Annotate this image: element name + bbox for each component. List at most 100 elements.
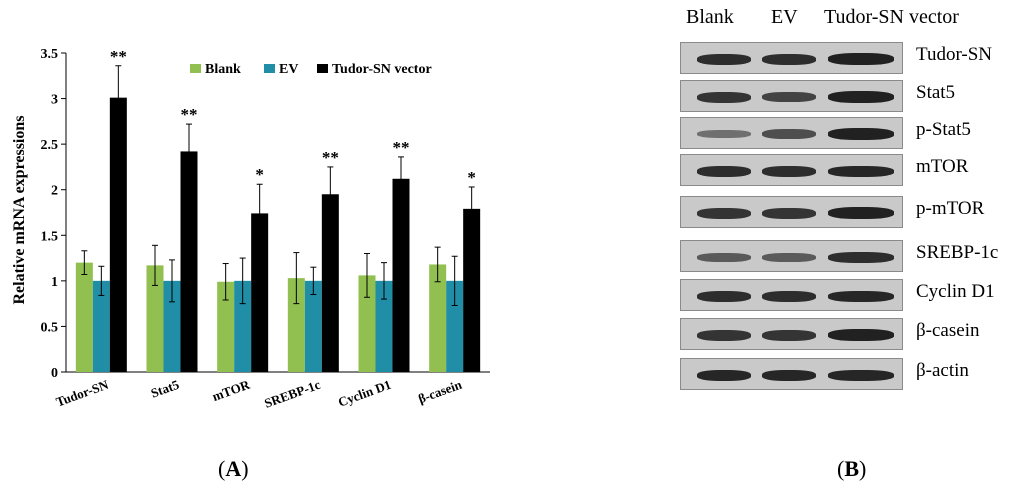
y-tick-label: 1: [51, 275, 58, 290]
bar: [146, 265, 164, 372]
y-tick-label: 0.5: [41, 320, 59, 335]
bar: [109, 97, 127, 372]
x-tick-label: Stat5: [149, 377, 182, 401]
x-tick-label: Cyclin D1: [336, 377, 393, 410]
western-blot: Blank EV Tudor-SN vector Tudor-SN Stat5 p-…: [660, 0, 1024, 430]
lane-header-blank: Blank: [686, 6, 734, 28]
legend-swatch: [190, 64, 201, 73]
blot-band: [697, 53, 751, 65]
blot-row: mTOR: [680, 154, 1024, 186]
significance-marker: *: [255, 165, 264, 184]
blot-strip: [680, 80, 903, 112]
y-tick-label: 2: [51, 184, 58, 199]
bar: [163, 280, 181, 372]
protein-label: mTOR: [916, 156, 969, 177]
y-tick-label: 3: [51, 93, 58, 108]
blot-band: [697, 252, 751, 262]
bar: [375, 280, 393, 372]
blot-row: p-Stat5: [680, 117, 1024, 149]
blot-band: [762, 329, 816, 341]
bar: [358, 275, 376, 372]
protein-label: β-casein: [916, 320, 980, 341]
blot-band: [697, 329, 751, 341]
protein-label: Tudor-SN: [916, 44, 992, 65]
bar: [217, 281, 235, 372]
bar: [304, 280, 322, 372]
y-axis-label: Relative mRNA expressions: [11, 115, 28, 304]
bar: [234, 280, 252, 372]
blot-row: SREBP-1c: [680, 240, 1024, 272]
blot-band: [697, 290, 751, 302]
bar: [392, 178, 410, 372]
significance-marker: **: [110, 47, 127, 66]
legend-swatch: [264, 64, 275, 73]
protein-label: p-Stat5: [916, 119, 971, 140]
bar: [321, 194, 339, 372]
bar: [92, 280, 110, 372]
y-tick-label: 0: [51, 366, 58, 381]
blot-band: [762, 53, 816, 65]
bar: [287, 278, 305, 372]
blot-band: [762, 129, 816, 139]
y-tick-label: 2.5: [41, 138, 59, 153]
bar-chart: 0 0.5 1 1.5 2 2.5 3 3.5 Tudor-SN ** Stat5 ** mTOR * SR…: [11, 47, 490, 411]
panel-label-b: (B): [837, 456, 867, 481]
blot-band: [697, 130, 751, 138]
bar: [75, 262, 93, 372]
blot-band: [697, 165, 751, 177]
blot-band: [697, 207, 751, 219]
blot-strip: [680, 117, 903, 149]
blot-band: [828, 53, 894, 65]
blot-strip: [680, 42, 903, 74]
blot-band: [697, 91, 751, 103]
blot-strip: [680, 154, 903, 186]
blot-band: [697, 369, 751, 381]
x-tick-label: mTOR: [210, 377, 252, 405]
blot-band: [762, 290, 816, 302]
lane-header-tudor-sn-vector: Tudor-SN vector: [824, 6, 959, 28]
blot-band: [828, 369, 894, 381]
lane-header-ev: EV: [771, 6, 798, 28]
blot-band: [828, 251, 894, 263]
legend-label: Blank: [205, 62, 241, 77]
bar: [180, 151, 198, 372]
protein-label: p-mTOR: [916, 198, 985, 219]
x-tick-label: β-casein: [416, 376, 464, 406]
blot-band: [828, 290, 894, 302]
blot-band: [762, 165, 816, 177]
protein-label: SREBP-1c: [916, 242, 999, 263]
y-tick-label: 3.5: [41, 47, 59, 62]
blot-band: [828, 128, 894, 140]
blot-band: [762, 369, 816, 381]
blot-strip: [680, 279, 903, 311]
blot-band: [828, 91, 894, 103]
blot-band: [762, 252, 816, 262]
significance-marker: **: [181, 105, 198, 124]
protein-label: β-actin: [916, 360, 969, 381]
blot-row: Cyclin D1: [680, 279, 1024, 311]
bar: [251, 213, 269, 372]
legend-label: EV: [279, 62, 298, 77]
blot-strip: [680, 318, 903, 350]
bar: [446, 280, 464, 372]
x-tick-label: Tudor-SN: [54, 377, 111, 410]
blot-band: [762, 92, 816, 102]
bar: [429, 264, 447, 372]
blot-row: Tudor-SN: [680, 42, 1024, 74]
panel-label-a: (A): [218, 456, 249, 481]
blot-band: [828, 207, 894, 219]
bar: [463, 208, 481, 372]
blot-strip: [680, 240, 903, 272]
blot-row: β-actin: [680, 358, 1024, 390]
blot-strip: [680, 196, 903, 228]
protein-label: Stat5: [916, 82, 956, 103]
significance-marker: *: [467, 168, 476, 187]
blot-band: [762, 207, 816, 219]
legend-label: Tudor-SN vector: [332, 62, 432, 77]
significance-marker: **: [393, 138, 410, 157]
blot-strip: [680, 358, 903, 390]
significance-marker: **: [322, 148, 339, 167]
protein-label: Cyclin D1: [916, 281, 995, 302]
legend-swatch: [317, 64, 328, 73]
blot-band: [828, 165, 894, 177]
